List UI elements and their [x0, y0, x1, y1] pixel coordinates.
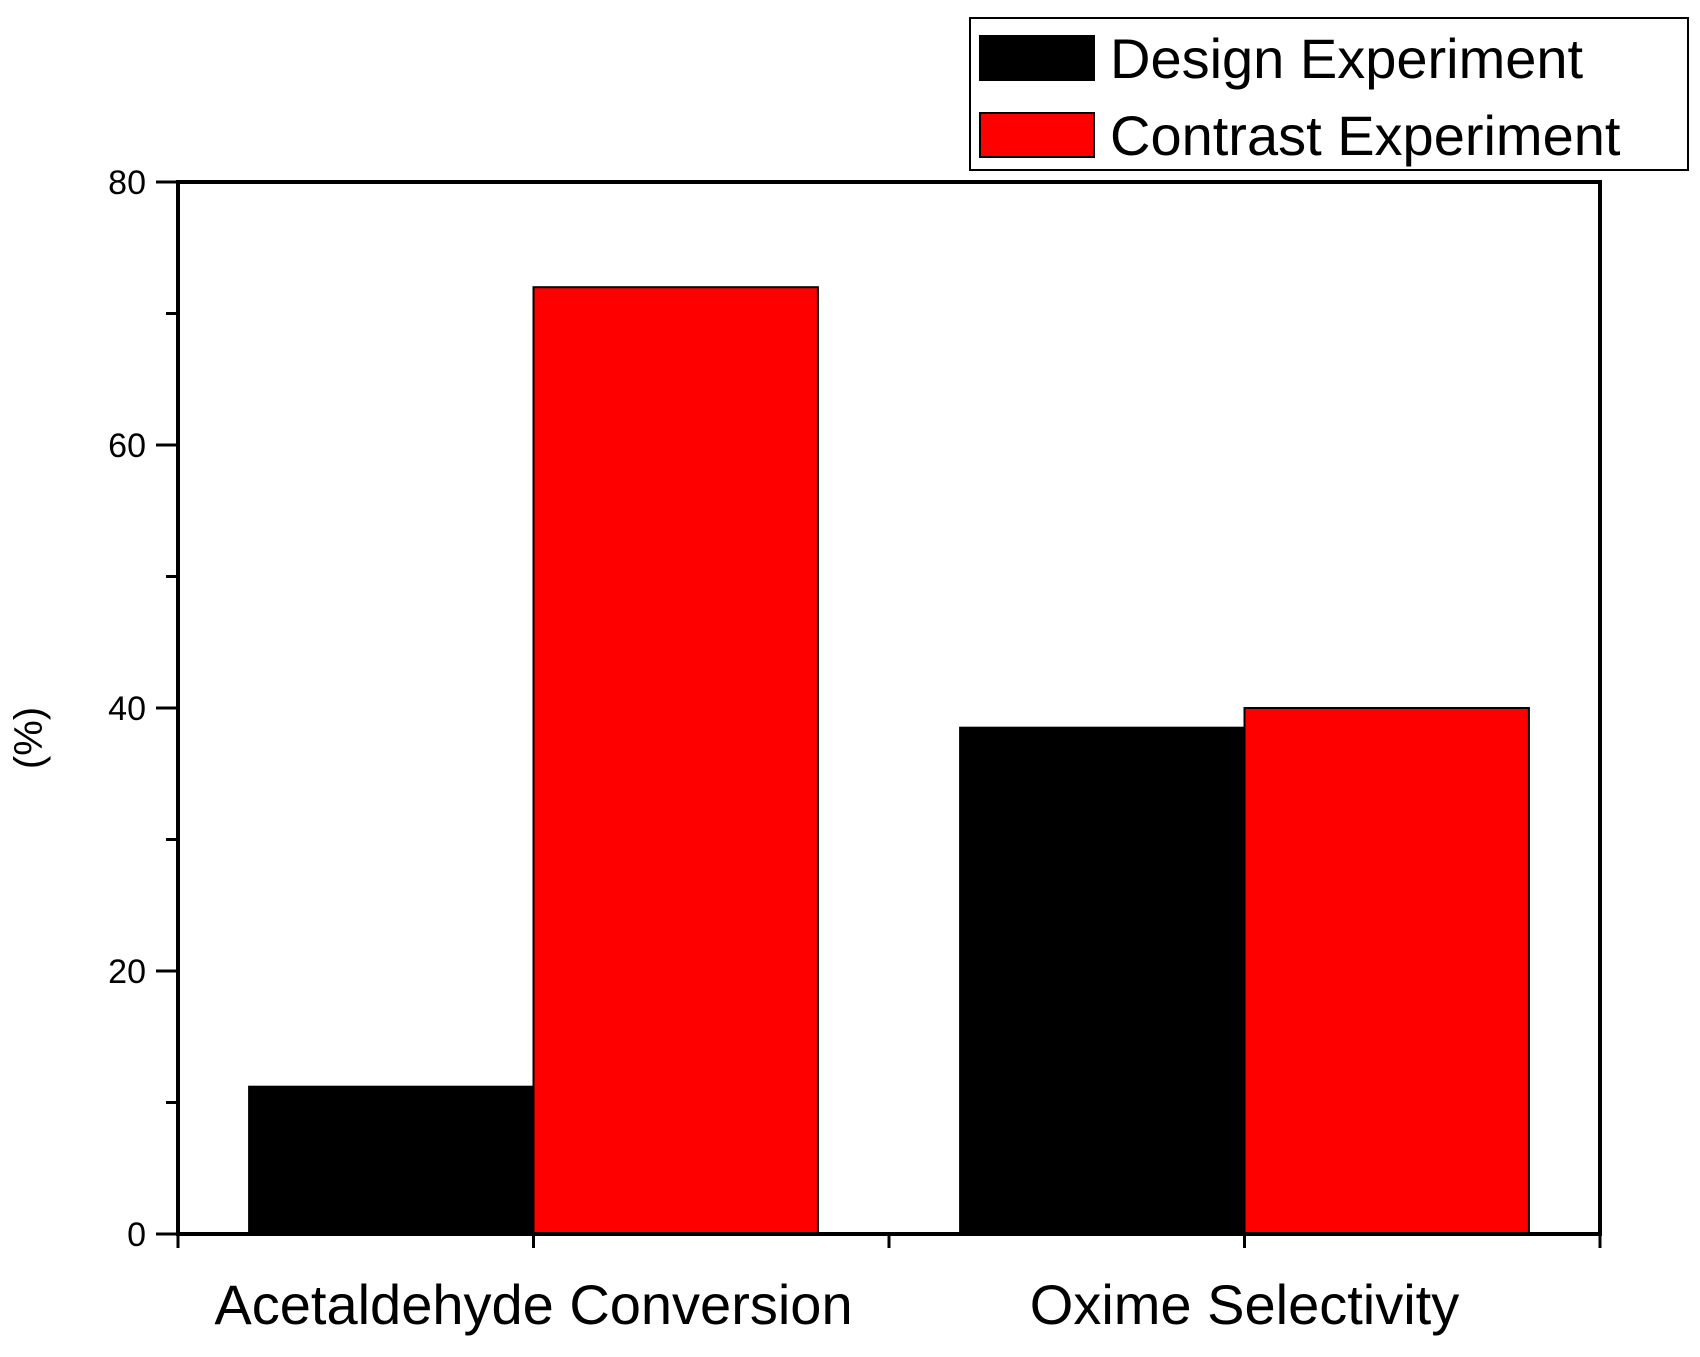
legend-swatch	[979, 112, 1095, 158]
legend-label: Contrast Experiment	[1110, 104, 1621, 167]
x-axis: Acetaldehyde Conversion Oxime Selectivity	[176, 1234, 1602, 1336]
bar-design-1	[248, 1085, 535, 1235]
legend: Design Experiment Contrast Experiment	[969, 17, 1689, 171]
y-axis-label: (%)	[7, 707, 51, 769]
y-tick-label: 80	[108, 164, 146, 202]
legend-swatch	[979, 35, 1095, 81]
bar-contrast-2	[1243, 707, 1530, 1235]
y-tick-label: 40	[108, 690, 146, 728]
bars-layer	[248, 286, 1530, 1235]
y-tick-label: 0	[127, 1216, 146, 1254]
y-axis: 0 20 40 60 80	[108, 164, 178, 1254]
x-category-label: Oxime Selectivity	[1030, 1273, 1459, 1336]
bar-design-2	[959, 726, 1246, 1235]
x-category-label: Acetaldehyde Conversion	[214, 1273, 852, 1336]
legend-label: Design Experiment	[1110, 27, 1584, 90]
bar-contrast-1	[532, 286, 819, 1235]
y-tick-label: 60	[108, 427, 146, 465]
y-tick-label: 20	[108, 953, 146, 991]
